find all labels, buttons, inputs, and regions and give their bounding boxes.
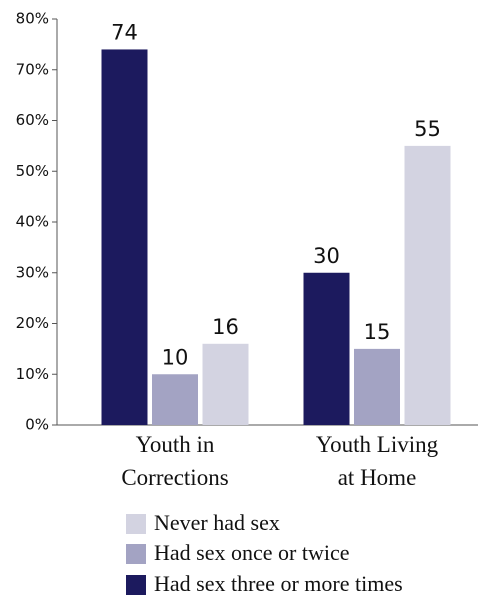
y-tick-label: 20% bbox=[16, 314, 49, 332]
legend-label: Had sex three or more times bbox=[154, 571, 403, 596]
bar bbox=[303, 272, 350, 425]
y-tick-label: 60% bbox=[16, 111, 49, 129]
y-tick-label: 50% bbox=[16, 162, 49, 180]
bar bbox=[404, 145, 451, 425]
y-tick-label: 30% bbox=[16, 263, 49, 281]
legend-label: Had sex once or twice bbox=[154, 540, 349, 565]
value-label: 10 bbox=[162, 345, 189, 369]
legend-swatch bbox=[126, 514, 146, 534]
y-tick-label: 10% bbox=[16, 365, 49, 383]
bar bbox=[152, 374, 198, 425]
y-tick-label: 0% bbox=[25, 416, 49, 434]
y-tick-label: 70% bbox=[16, 60, 49, 78]
legend-swatch bbox=[126, 575, 146, 595]
x-tick-label: Youth Living at Home bbox=[315, 432, 439, 490]
y-tick-label: 40% bbox=[16, 213, 49, 231]
value-label: 55 bbox=[414, 117, 441, 141]
value-label: 16 bbox=[212, 315, 239, 339]
bar bbox=[354, 348, 400, 425]
legend-label: Never had sex bbox=[154, 510, 280, 535]
value-label: 30 bbox=[313, 244, 340, 268]
x-tick-label: Youth in Corrections bbox=[121, 432, 229, 490]
y-tick-label: 80% bbox=[16, 10, 49, 28]
legend-swatch bbox=[126, 544, 146, 564]
bar bbox=[202, 343, 249, 425]
bar bbox=[101, 49, 148, 425]
value-label: 15 bbox=[364, 320, 391, 344]
value-label: 74 bbox=[111, 20, 138, 44]
